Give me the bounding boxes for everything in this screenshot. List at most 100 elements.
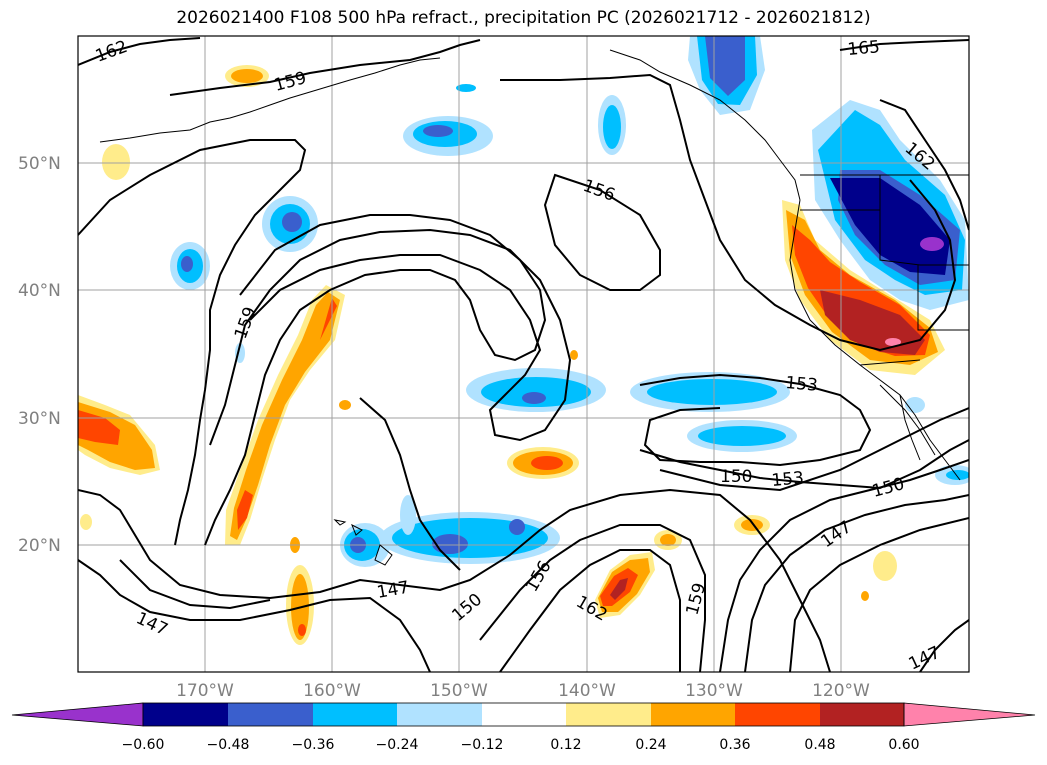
precip-blob-8c — [432, 534, 468, 554]
lon-label-150w: 150°W — [430, 681, 488, 701]
colorbar-cell-10 — [903, 702, 1036, 727]
colorbar-tick-8: 0.48 — [804, 737, 835, 753]
contour-inner-circle — [359, 397, 461, 571]
coast-hawaii-1 — [333, 519, 347, 526]
contour-147-se — [919, 619, 969, 672]
precip-blob-14b — [231, 69, 263, 83]
precip-blob-4c — [181, 256, 193, 272]
precip-blob-6b — [647, 379, 777, 405]
lat-label-30n: 30°N — [18, 409, 61, 429]
contours — [78, 37, 969, 672]
plot-frame — [77, 35, 970, 673]
precip-blob-17d — [610, 578, 628, 600]
precip-blob-13b — [946, 470, 969, 480]
lat-label-40n: 40°N — [18, 281, 61, 301]
gridlines — [78, 36, 969, 672]
lat-label-50n: 50°N — [18, 154, 61, 174]
lon-label-130w: 130°W — [685, 681, 743, 701]
precip-blob-5c — [522, 392, 546, 404]
lon-label-140w: 140°W — [558, 681, 616, 701]
lon-labels: 170°W 160°W 150°W 140°W 130°W 120°W — [176, 681, 870, 701]
coast-hawaii-2 — [351, 523, 363, 536]
colorbar-tick-9: 0.60 — [888, 737, 919, 753]
coastlines — [99, 49, 969, 566]
precip-blob-ca-core — [885, 338, 901, 346]
precip-blob-19b — [741, 519, 763, 531]
contour-162-ne — [879, 99, 969, 231]
contour-spiral-1 — [204, 214, 547, 546]
coast-aleutians — [99, 57, 441, 143]
precip-band-central-3 — [237, 298, 337, 530]
coast-hawaii-3 — [374, 544, 393, 566]
contour-150-south — [78, 488, 831, 672]
contour-153 — [639, 373, 872, 467]
lon-label-120w: 120°W — [812, 681, 870, 701]
precip-blob-west-3 — [78, 410, 120, 445]
precip-blob-7b — [698, 426, 786, 446]
contour-165-ne — [839, 39, 969, 51]
precip-blob-24 — [80, 514, 92, 530]
precip-blob-ak-3 — [705, 36, 745, 96]
contour-162-north — [78, 37, 201, 66]
colorbar-tick-0: −0.60 — [122, 737, 165, 753]
colorbar-cell-6 — [566, 703, 651, 726]
lat-labels: 50°N 40°N 30°N 20°N — [18, 154, 61, 556]
contour-147-wsw — [78, 559, 431, 672]
contour-inner-west — [119, 559, 271, 610]
contour-150 — [639, 439, 969, 490]
precip-blob-2b — [603, 105, 621, 149]
precip-fills — [78, 36, 969, 645]
colorbar-cell-9 — [820, 703, 904, 726]
precip-blob-15 — [102, 144, 130, 180]
precip-blob-21 — [873, 551, 897, 581]
precip-blob-22 — [339, 400, 351, 410]
lon-label-160w: 160°W — [303, 681, 361, 701]
precip-blob-27 — [570, 350, 578, 360]
precip-blob-18c — [298, 624, 306, 636]
contour-south-1 — [479, 524, 706, 672]
contour-south-2 — [499, 549, 681, 672]
precip-blob-5b — [481, 377, 591, 407]
state-border-4 — [917, 265, 969, 331]
contour-south-3 — [719, 459, 969, 672]
map-title: 2026021400 F108 500 hPa refract., precip… — [176, 8, 871, 28]
contour-label-9: 153 — [771, 468, 805, 491]
coast-alaska — [609, 49, 801, 201]
precip-blob-pnw-4 — [830, 178, 950, 275]
contour-spiral-2 — [209, 228, 572, 446]
precip-blob-10 — [400, 495, 416, 535]
colorbar-cell-4 — [397, 703, 482, 726]
contour-outer — [78, 139, 307, 546]
lat-label-20n: 20°N — [18, 536, 61, 556]
colorbar-cell-1 — [143, 703, 228, 726]
colorbar: −0.60 −0.48 −0.36 −0.24 −0.12 0.12 0.24 … — [11, 702, 1036, 753]
colorbar-tick-1: −0.48 — [207, 737, 250, 753]
contour-156 — [500, 73, 957, 352]
colorbar-cell-0 — [11, 702, 144, 727]
contour-south-4 — [744, 494, 969, 672]
lon-label-170w: 170°W — [176, 681, 234, 701]
contour-label-7: 153 — [785, 373, 819, 396]
precip-blob-26 — [861, 591, 869, 601]
colorbar-cell-7 — [651, 703, 735, 726]
state-border-5 — [859, 359, 921, 366]
precip-blob-ca-4 — [820, 290, 925, 355]
contour-label-3: 165 — [847, 37, 881, 60]
colorbar-tick-3: −0.24 — [376, 737, 419, 753]
contour-label-8: 150 — [720, 467, 752, 487]
colorbar-cell-8 — [735, 703, 820, 726]
colorbar-tick-7: 0.36 — [719, 737, 750, 753]
colorbar-tick-6: 0.24 — [635, 737, 666, 753]
contour-156-inner — [543, 173, 661, 291]
coast-mexico — [879, 384, 936, 456]
precip-blob-11 — [456, 84, 476, 92]
precip-blob-20b — [660, 534, 676, 546]
precip-blob-8b — [392, 518, 548, 558]
colorbar-cell-5 — [482, 703, 566, 726]
precip-blob-pnw-core — [920, 237, 944, 251]
precip-band-central-2 — [230, 292, 340, 540]
colorbar-tick-5: 0.12 — [550, 737, 581, 753]
precip-blob-8d — [509, 519, 525, 535]
state-border-2 — [800, 209, 969, 266]
contour-159-north — [169, 39, 481, 96]
